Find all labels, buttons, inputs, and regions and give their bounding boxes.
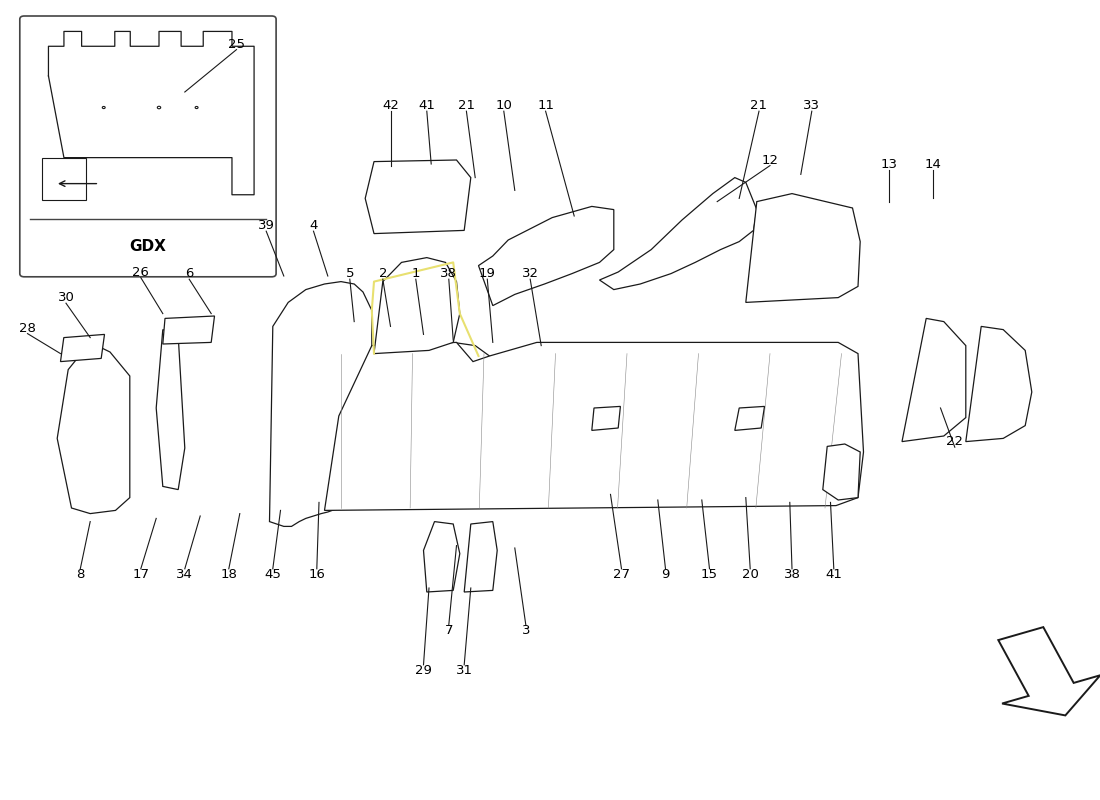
Text: 19: 19 [478,267,496,280]
Text: 26: 26 [132,266,150,278]
Text: 16: 16 [308,568,326,581]
Text: 42: 42 [382,99,399,112]
Text: 20: 20 [741,568,759,581]
Polygon shape [358,342,490,500]
Polygon shape [424,522,460,592]
Polygon shape [902,318,966,442]
Polygon shape [999,627,1100,715]
Text: 13: 13 [880,158,898,170]
Polygon shape [156,330,185,490]
Text: 15: 15 [701,568,718,581]
Polygon shape [324,342,864,510]
Polygon shape [270,282,372,526]
FancyBboxPatch shape [20,16,276,277]
Text: a passion for parts: a passion for parts [395,451,705,485]
Polygon shape [464,522,497,592]
Text: 9: 9 [661,568,670,581]
Text: 39: 39 [257,219,275,232]
Text: 38: 38 [783,568,801,581]
Text: 6: 6 [185,267,194,280]
Polygon shape [478,206,614,306]
Text: 5: 5 [345,267,354,280]
Polygon shape [374,258,460,354]
Text: 31: 31 [455,664,473,677]
Text: 21: 21 [750,99,768,112]
Polygon shape [60,334,104,362]
Text: 33: 33 [803,99,821,112]
Text: 11: 11 [537,99,554,112]
Text: 17: 17 [132,568,150,581]
Polygon shape [966,326,1032,442]
Text: 32: 32 [521,267,539,280]
Text: 41: 41 [418,99,436,112]
Polygon shape [735,406,764,430]
Polygon shape [365,160,471,234]
Polygon shape [823,444,860,500]
Text: 3: 3 [521,624,530,637]
Text: 29: 29 [415,664,432,677]
Text: 1: 1 [411,267,420,280]
Polygon shape [600,178,757,290]
Text: GDX: GDX [130,239,166,254]
Text: 21: 21 [458,99,475,112]
Text: 8: 8 [76,568,85,581]
Text: 10: 10 [495,99,513,112]
Text: 7: 7 [444,624,453,637]
Text: 22: 22 [946,435,964,448]
Text: 45: 45 [264,568,282,581]
FancyBboxPatch shape [42,158,86,200]
Text: 38: 38 [440,267,458,280]
Text: europarts: europarts [282,342,818,434]
Text: 27: 27 [613,568,630,581]
Polygon shape [163,316,214,344]
Text: 2: 2 [378,267,387,280]
Polygon shape [57,342,130,514]
Text: 41: 41 [825,568,843,581]
Text: 12: 12 [761,154,779,166]
Text: 28: 28 [19,322,36,334]
Text: 4: 4 [309,219,318,232]
Polygon shape [592,406,620,430]
Text: 14: 14 [924,158,942,170]
Polygon shape [746,194,860,302]
Text: 30: 30 [57,291,75,304]
Text: 25: 25 [228,38,245,50]
Text: 34: 34 [176,568,194,581]
Text: 18: 18 [220,568,238,581]
